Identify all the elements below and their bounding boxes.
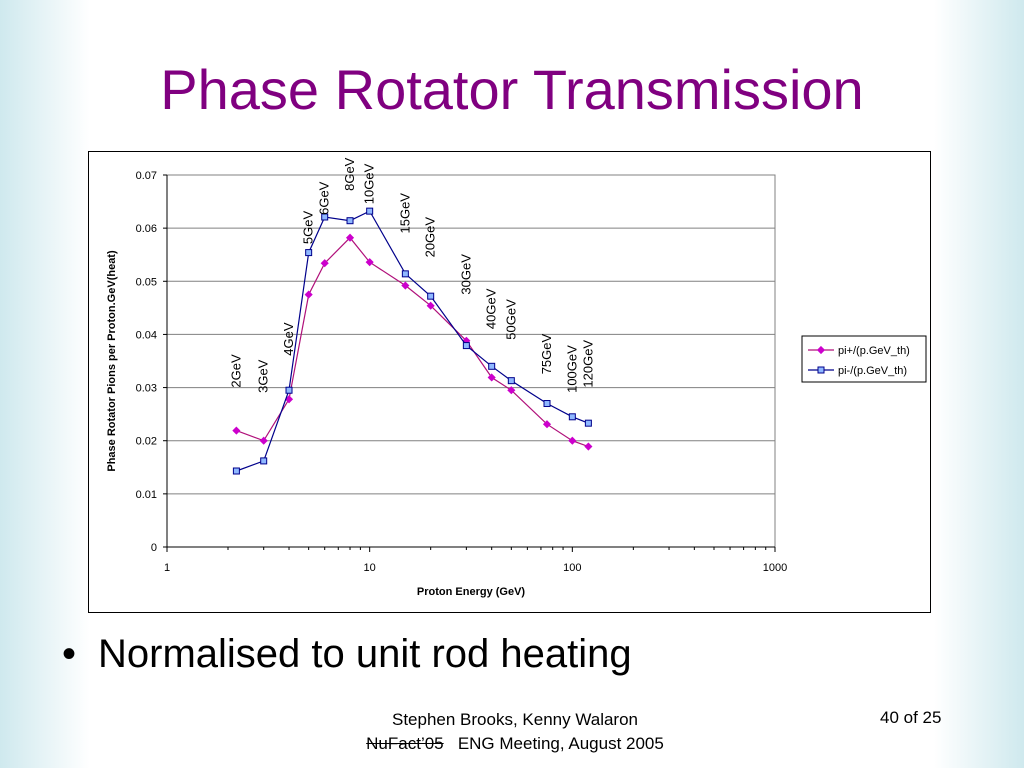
data-point-square	[232, 467, 240, 475]
energy-annotation: 3GeV	[256, 359, 271, 393]
y-tick-label: 0.03	[136, 383, 157, 395]
bullet-text: Normalised to unit rod heating	[98, 632, 632, 676]
legend-label: pi+/(p.GeV_th)	[838, 345, 910, 357]
data-point-square	[568, 413, 576, 421]
bullet-item: • Normalised to unit rod heating	[62, 634, 632, 674]
energy-annotation: 40GeV	[484, 288, 499, 329]
data-point-square	[305, 249, 313, 257]
data-point-square	[401, 270, 409, 278]
energy-annotation: 6GeV	[317, 181, 332, 215]
energy-annotation: 120GeV	[580, 340, 595, 388]
y-tick-label: 0.07	[136, 170, 157, 182]
x-tick-label: 100	[563, 562, 581, 574]
slide-title: Phase Rotator Transmission	[160, 58, 864, 121]
data-point-diamond	[259, 436, 268, 445]
energy-annotation: 30GeV	[458, 254, 473, 295]
footer-struck-text: NuFact’05	[366, 734, 444, 753]
data-point-square	[321, 213, 329, 221]
proton-energy-chart: 0 0.01 0.02 0.03 0.04 0.05 0.06 0.07 1 10 100 1000 P…	[106, 157, 927, 598]
data-point-square	[366, 207, 374, 215]
data-point-square	[346, 217, 354, 225]
energy-annotation: 75GeV	[539, 333, 554, 374]
data-point-diamond	[507, 386, 516, 395]
chart-frame: 0 0.01 0.02 0.03 0.04 0.05 0.06 0.07 1 10 100 1000 P…	[88, 151, 931, 613]
data-point-diamond	[304, 290, 313, 299]
data-point-square	[488, 362, 496, 370]
x-tick-label: 10	[364, 562, 376, 574]
legend-label: pi-/(p.GeV_th)	[838, 365, 907, 377]
data-point-diamond	[365, 258, 374, 267]
legend-box	[801, 335, 927, 383]
data-point-diamond	[542, 420, 552, 429]
data-point-square	[507, 377, 515, 385]
energy-annotation: 15GeV	[397, 193, 412, 234]
x-tick-label: 1000	[763, 562, 787, 574]
data-point-square	[285, 386, 293, 394]
bullet-icon: •	[62, 632, 77, 676]
footer: Stephen Brooks, Kenny Walaron NuFact’05 …	[330, 708, 700, 756]
energy-annotation: 8GeV	[342, 157, 357, 191]
data-point-square	[543, 400, 551, 408]
data-point-diamond	[584, 442, 593, 451]
footer-event: NuFact’05 ENG Meeting, August 2005	[330, 732, 700, 756]
footer-event-text: ENG Meeting, August 2005	[457, 734, 664, 753]
x-tick-label: 1	[164, 562, 170, 574]
plot-area	[166, 174, 776, 548]
data-point-square	[427, 292, 435, 300]
page-number: 40 of 25	[880, 708, 942, 727]
data-point-diamond	[426, 301, 435, 310]
data-point-diamond	[232, 426, 241, 435]
energy-annotation: 20GeV	[423, 217, 438, 258]
data-point-diamond	[320, 259, 329, 268]
legend-marker	[817, 366, 825, 374]
y-tick-label: 0.01	[136, 489, 157, 501]
data-point-square	[260, 457, 268, 465]
energy-annotation: 50GeV	[503, 299, 518, 340]
y-tick-label: 0.04	[136, 329, 157, 341]
data-point-diamond	[568, 436, 577, 445]
y-tick-label: 0.02	[136, 436, 157, 448]
energy-annotation: 2GeV	[228, 354, 243, 388]
data-point-square	[462, 342, 470, 350]
y-tick-label: 0.05	[136, 276, 157, 288]
energy-annotation: 4GeV	[281, 322, 296, 356]
data-point-diamond	[345, 233, 355, 242]
energy-annotation: 10GeV	[362, 163, 377, 204]
data-point-diamond	[487, 373, 496, 382]
legend-marker	[816, 345, 826, 355]
footer-authors: Stephen Brooks, Kenny Walaron	[391, 710, 638, 729]
data-point-square	[584, 419, 592, 427]
y-axis-title: Phase Rotator Pions per Proton.GeV(heat)	[106, 250, 118, 472]
y-tick-label: 0	[151, 542, 157, 554]
x-axis-title: Proton Energy (GeV)	[417, 586, 526, 598]
energy-annotation: 100GeV	[564, 345, 579, 393]
y-tick-label: 0.06	[136, 223, 157, 235]
data-point-diamond	[401, 281, 410, 290]
energy-annotation: 5GeV	[301, 211, 316, 245]
